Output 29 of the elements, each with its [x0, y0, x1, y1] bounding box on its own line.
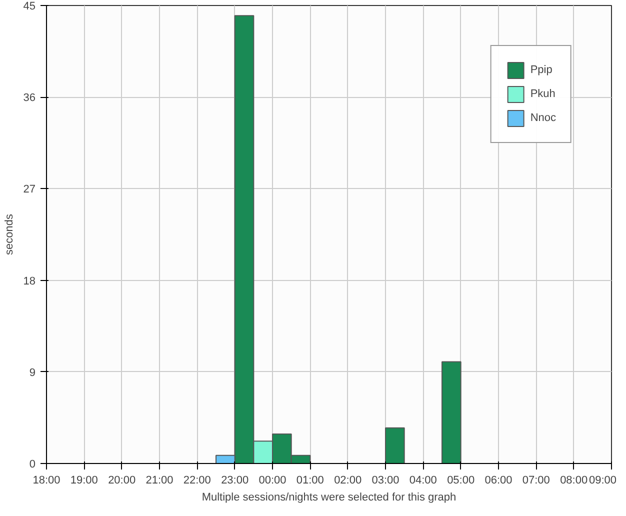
x-tick-label: 23:00 [221, 474, 249, 486]
x-tick-label: 04:00 [409, 474, 437, 486]
legend-label: Ppip [530, 64, 552, 76]
x-tick-label: 19:00 [70, 474, 98, 486]
x-tick-label: 01:00 [296, 474, 324, 486]
x-tick-label: 09:00 [588, 474, 617, 486]
x-tick-label: 03:00 [372, 474, 400, 486]
x-tick-label: 05:00 [447, 474, 475, 486]
x-axis-title: Multiple sessions/nights were selected for this graph [202, 492, 456, 504]
y-tick-label: 45 [23, 0, 36, 12]
x-tick-label: 22:00 [183, 474, 211, 486]
x-tick-label: 06:00 [484, 474, 512, 486]
y-tick-label: 27 [23, 184, 36, 196]
bar [442, 361, 462, 464]
x-tick-label: 21:00 [146, 474, 174, 486]
x-tick-label: 08:00 [560, 474, 588, 486]
bar [385, 427, 405, 464]
x-tick-label: 07:00 [522, 474, 550, 486]
y-axis-title: seconds [3, 214, 16, 255]
legend-label: Nnoc [530, 112, 556, 124]
y-tick-label: 18 [23, 275, 36, 288]
y-tick-label: 9 [29, 366, 36, 379]
x-tick-label: 18:00 [32, 474, 60, 486]
legend-label: Pkuh [530, 88, 556, 100]
x-tick-label: 00:00 [258, 474, 286, 486]
x-tick-label: 02:00 [334, 474, 362, 486]
x-tick-label: 20:00 [108, 474, 136, 486]
y-tick-label: 0 [29, 458, 36, 470]
y-tick-label: 36 [23, 92, 36, 104]
